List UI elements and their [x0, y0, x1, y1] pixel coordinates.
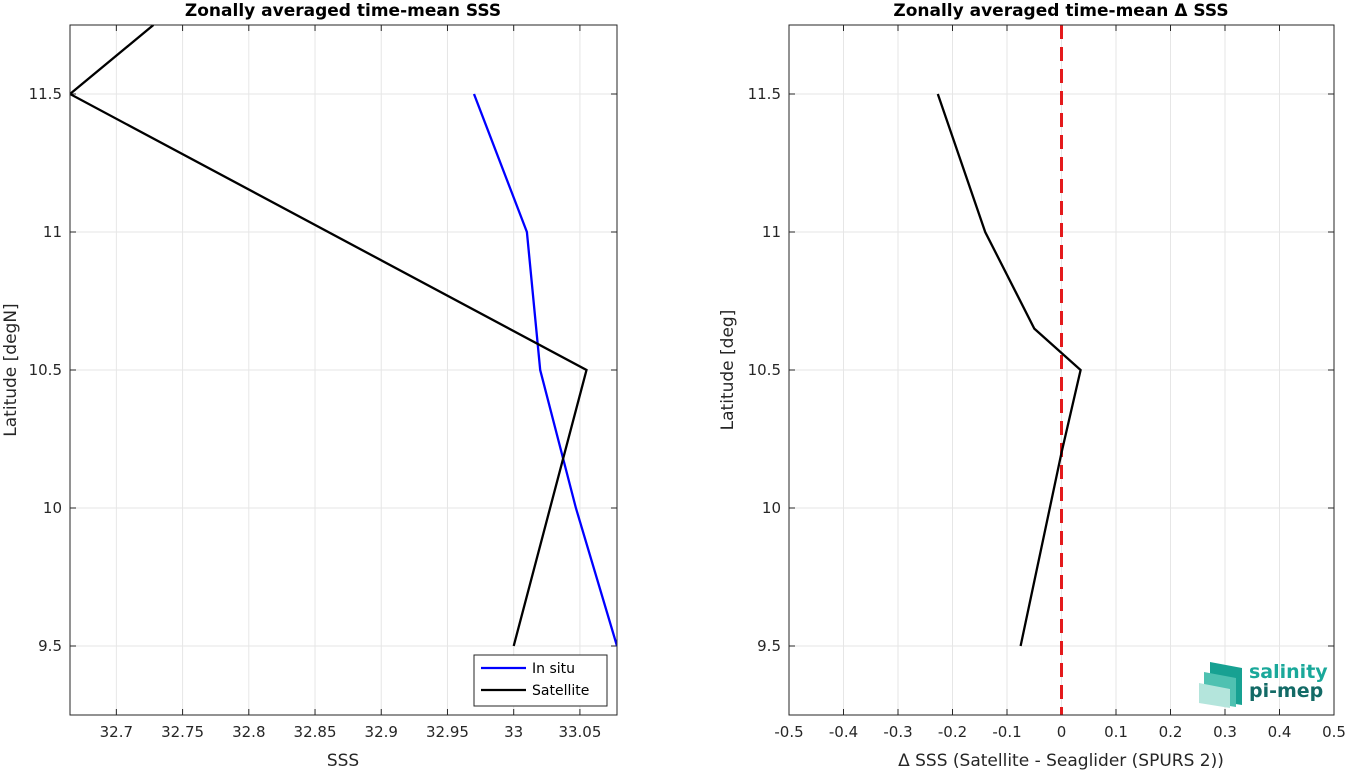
- x-tick-label: 32.7: [100, 723, 133, 741]
- y-tick-label: 11.5: [29, 85, 62, 103]
- x-tick-label: 32.95: [426, 723, 469, 741]
- logo-mark-front: [1199, 683, 1230, 708]
- left-xlabel: SSS: [327, 751, 359, 770]
- x-tick-label: -0.2: [938, 723, 967, 741]
- y-tick-label: 11: [43, 223, 62, 241]
- x-tick-label: 0.5: [1322, 723, 1346, 741]
- logo-text-pi-mep: pi-mep: [1249, 680, 1323, 702]
- x-tick-label: 0: [1057, 723, 1067, 741]
- y-tick-label: 9.5: [757, 637, 781, 655]
- left-title: Zonally averaged time-mean SSS: [185, 1, 501, 21]
- left-ylabel: Latitude [degN]: [1, 303, 21, 436]
- logo-text-salinity: salinity: [1249, 661, 1328, 683]
- x-tick-label: -0.3: [883, 723, 912, 741]
- right-title: Zonally averaged time-mean Δ SSS: [893, 1, 1228, 21]
- legend: In situ Satellite: [473, 654, 608, 707]
- left-plot-frame: [69, 24, 618, 716]
- y-tick-label: 10.5: [29, 361, 62, 379]
- y-tick-label: 10: [762, 499, 781, 517]
- y-tick-label: 10: [43, 499, 62, 517]
- right-xlabel: Δ SSS (Satellite - Seaglider (SPURS 2)): [898, 751, 1224, 770]
- x-tick-label: 0.1: [1104, 723, 1128, 741]
- y-tick-label: 11: [762, 223, 781, 241]
- x-tick-label: 32.75: [161, 723, 204, 741]
- y-tick-label: 10.5: [748, 361, 781, 379]
- left-series: [70, 25, 617, 647]
- x-tick-label: 33: [504, 723, 523, 741]
- x-tick-label: -0.1: [992, 723, 1021, 741]
- x-tick-label: -0.5: [774, 723, 803, 741]
- x-tick-label: 32.85: [294, 723, 337, 741]
- right-axes: -0.5 -0.4 -0.3 -0.2 -0.1 0 0.1 0.2 0.3 0.4 0.5 9.5 1…: [718, 1, 1346, 770]
- series-line-satellite: [70, 25, 588, 647]
- right-ylabel: Latitude [deg]: [718, 310, 738, 431]
- left-ticks: 32.7 32.75 32.8 32.85 32.9 32.95 33 33.05 9.5 10 1…: [29, 25, 617, 741]
- x-tick-label: 33.05: [558, 723, 601, 741]
- x-tick-label: 0.3: [1213, 723, 1237, 741]
- right-ticks: -0.5 -0.4 -0.3 -0.2 -0.1 0 0.1 0.2 0.3 0.4 0.5 9.5 1…: [748, 25, 1346, 741]
- series-line-in-situ: [472, 93, 617, 647]
- legend-box: [473, 654, 608, 707]
- left-grid: [70, 25, 617, 715]
- left-axes: 32.7 32.75 32.8 32.85 32.9 32.95 33 33.05 9.5 10 1…: [1, 1, 618, 770]
- x-tick-label: -0.4: [829, 723, 858, 741]
- y-tick-label: 11.5: [748, 85, 781, 103]
- salinity-pi-mep-logo: salinity pi-mep: [1199, 661, 1328, 708]
- legend-label-in-situ: In situ: [532, 661, 575, 677]
- x-tick-label: 0.2: [1159, 723, 1183, 741]
- x-tick-label: 0.4: [1268, 723, 1292, 741]
- y-tick-label: 9.5: [38, 637, 62, 655]
- right-series: [936, 25, 1082, 715]
- right-plot-frame: [788, 24, 1335, 716]
- x-tick-label: 32.8: [232, 723, 265, 741]
- series-line-delta-0: [936, 93, 1082, 647]
- x-tick-label: 32.9: [365, 723, 398, 741]
- legend-label-satellite: Satellite: [532, 683, 589, 699]
